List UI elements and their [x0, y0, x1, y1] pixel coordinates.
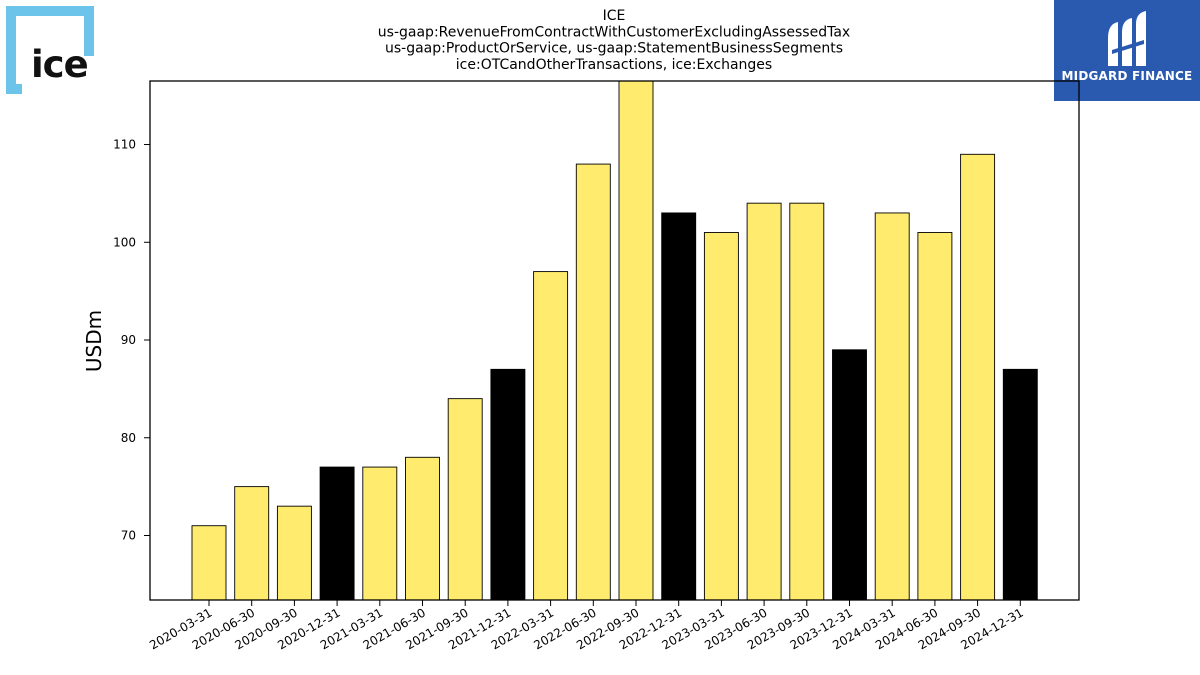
y-tick-label: 90 — [121, 333, 136, 347]
chart-title-line: us-gaap:ProductOrService, us-gaap:Statem… — [385, 41, 843, 57]
bar — [319, 466, 355, 601]
bar — [362, 466, 398, 601]
bar — [1002, 368, 1038, 601]
bar — [533, 271, 569, 601]
ice-logo: ice — [0, 0, 100, 100]
chart-title: ICEus-gaap:RevenueFromContractWithCustom… — [378, 8, 850, 73]
bar — [618, 80, 654, 601]
y-axis-label: USDm — [82, 310, 106, 372]
chart-title-line: ice:OTCandOtherTransactions, ice:Exchang… — [456, 57, 772, 73]
bar — [703, 232, 739, 601]
bar — [405, 456, 440, 601]
x-axis: 2020-03-312020-06-302020-09-302020-12-31… — [147, 600, 1026, 652]
y-tick-label: 80 — [121, 431, 136, 445]
bar — [575, 163, 611, 601]
midgard-mark-icon — [1108, 11, 1146, 66]
bar — [234, 486, 270, 601]
midgard-finance-logo: MIDGARD FINANCE — [1054, 0, 1200, 101]
y-axis: 70 80 90 100 110 — [113, 138, 150, 542]
ice-bracket-icon — [6, 6, 94, 94]
chart-title-line: us-gaap:RevenueFromContractWithCustomerE… — [378, 24, 850, 40]
bar — [960, 153, 996, 601]
bar — [490, 368, 526, 601]
y-tick-label: 110 — [113, 138, 136, 152]
bar — [917, 232, 953, 601]
bar — [832, 349, 867, 601]
y-tick-label: 100 — [113, 235, 136, 249]
bar — [874, 212, 910, 601]
bar — [661, 212, 697, 601]
y-tick-label: 70 — [121, 528, 136, 542]
bar — [276, 505, 312, 601]
ice-logo-text: ice — [31, 43, 89, 86]
bar — [789, 202, 825, 601]
bars — [191, 80, 1038, 601]
midgard-logo-text: MIDGARD FINANCE — [1061, 69, 1193, 83]
chart-title-line: ICE — [603, 8, 626, 24]
bar — [447, 398, 483, 601]
bar — [191, 525, 227, 601]
bar — [746, 202, 782, 601]
